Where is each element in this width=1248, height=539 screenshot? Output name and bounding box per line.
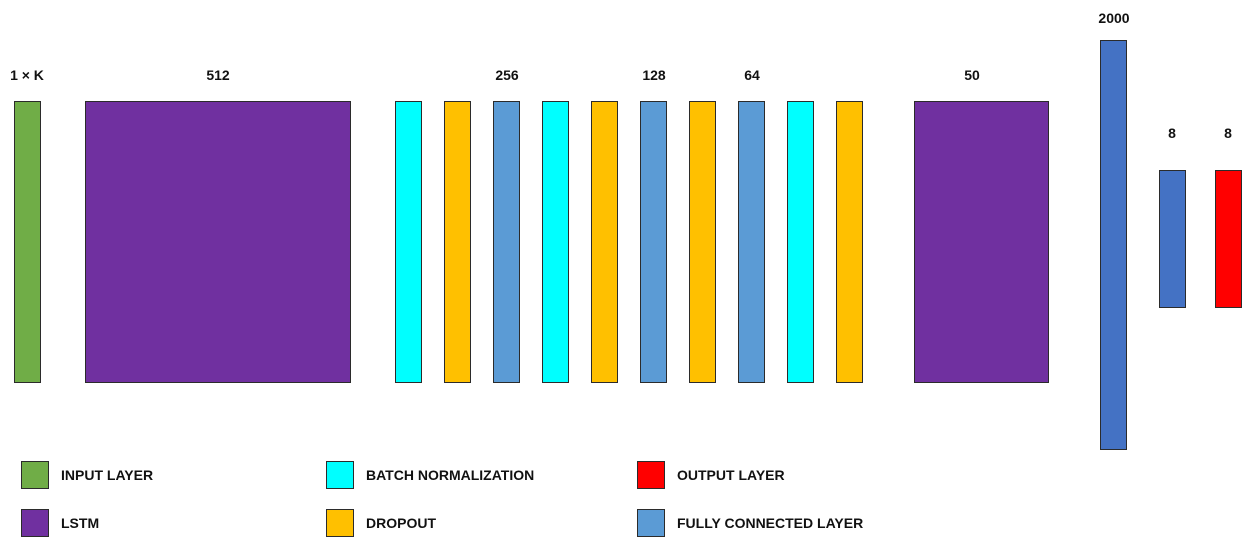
input-dim-label: 1 × K [10,67,44,83]
input-layer-block [14,101,41,383]
legend-label-fully-connected: FULLY CONNECTED LAYER [677,515,864,531]
legend-label-lstm: LSTM [61,515,100,531]
dropout-block-3 [689,101,716,383]
fc2000-dim-label: 2000 [1098,10,1130,26]
dropout-block-1 [444,101,471,383]
batch-norm-block-2 [542,101,569,383]
lstm-512-block [85,101,351,383]
lstm1-dim-label: 512 [206,67,230,83]
fc-8-block [1159,170,1186,308]
fc-2000-block [1100,40,1127,450]
dropout-block-2 [591,101,618,383]
legend-item-lstm: LSTM [21,509,99,537]
legend-label-batch-norm: BATCH NORMALIZATION [366,467,535,483]
fc256-dim-label: 256 [495,67,519,83]
legend-label-output: OUTPUT LAYER [677,467,785,483]
legend-swatch-dropout [326,509,354,537]
fc-256-block [493,101,520,383]
fc64-dim-label: 64 [744,67,760,83]
output8-dim-label: 8 [1224,125,1232,141]
fc-128-block [640,101,667,383]
output-8-block [1215,170,1242,308]
lstm2-dim-label: 50 [964,67,980,83]
legend-item-fully-connected: FULLY CONNECTED LAYER [637,509,863,537]
fc128-dim-label: 128 [642,67,666,83]
legend-item-input: INPUT LAYER [21,461,153,489]
dropout-block-4 [836,101,863,383]
legend-item-batch-norm: BATCH NORMALIZATION [326,461,534,489]
legend-swatch-fully-connected [637,509,665,537]
legend-label-input: INPUT LAYER [61,467,154,483]
legend-label-dropout: DROPOUT [366,515,436,531]
legend-swatch-output [637,461,665,489]
legend-item-output: OUTPUT LAYER [637,461,785,489]
legend-item-dropout: DROPOUT [326,509,436,537]
legend-swatch-batch-norm [326,461,354,489]
batch-norm-block-1 [395,101,422,383]
legend-swatch-input [21,461,49,489]
fc8-dim-label: 8 [1168,125,1176,141]
batch-norm-block-3 [787,101,814,383]
legend-swatch-lstm [21,509,49,537]
fc-64-block [738,101,765,383]
lstm-50-block [914,101,1049,383]
